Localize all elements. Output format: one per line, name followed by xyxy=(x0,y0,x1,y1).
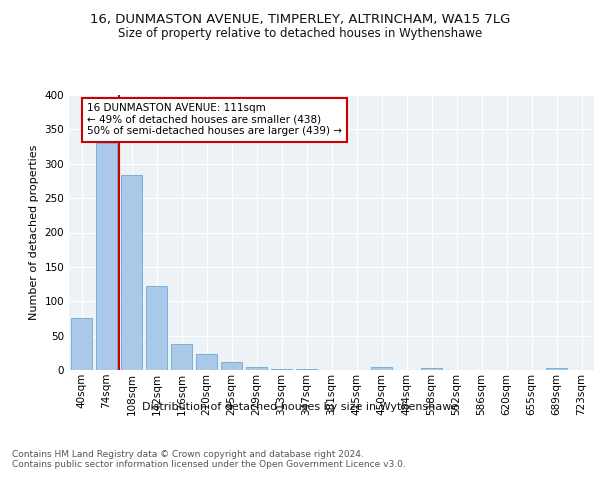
Bar xyxy=(196,354,217,370)
Bar xyxy=(246,367,267,370)
Text: 16 DUNMASTON AVENUE: 111sqm
← 49% of detached houses are smaller (438)
50% of se: 16 DUNMASTON AVENUE: 111sqm ← 49% of det… xyxy=(87,104,342,136)
Bar xyxy=(271,368,292,370)
Bar xyxy=(421,368,442,370)
Bar xyxy=(96,143,117,370)
Text: Distribution of detached houses by size in Wythenshawe: Distribution of detached houses by size … xyxy=(142,402,458,412)
Text: Size of property relative to detached houses in Wythenshawe: Size of property relative to detached ho… xyxy=(118,28,482,40)
Text: 16, DUNMASTON AVENUE, TIMPERLEY, ALTRINCHAM, WA15 7LG: 16, DUNMASTON AVENUE, TIMPERLEY, ALTRINC… xyxy=(90,12,510,26)
Bar xyxy=(221,362,242,370)
Bar xyxy=(371,366,392,370)
Bar xyxy=(171,344,192,370)
Bar xyxy=(121,176,142,370)
Y-axis label: Number of detached properties: Number of detached properties xyxy=(29,145,39,320)
Bar xyxy=(146,286,167,370)
Text: Contains HM Land Registry data © Crown copyright and database right 2024.
Contai: Contains HM Land Registry data © Crown c… xyxy=(12,450,406,469)
Bar xyxy=(546,368,567,370)
Bar xyxy=(71,318,92,370)
Bar xyxy=(296,368,317,370)
